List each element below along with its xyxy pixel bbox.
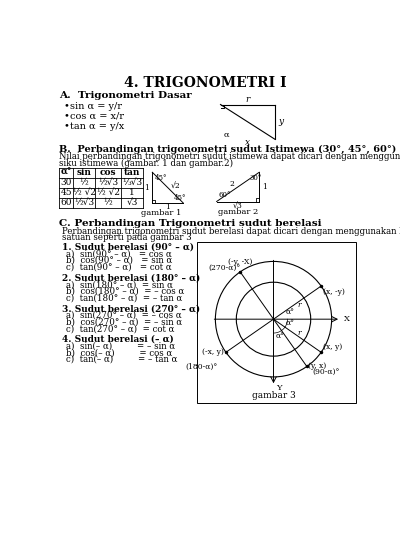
Text: (-x, y): (-x, y) [202, 348, 224, 356]
Text: gambar 2: gambar 2 [218, 207, 258, 216]
Text: 1: 1 [144, 184, 149, 191]
Text: 60: 60 [60, 198, 72, 207]
Text: ½ √2: ½ √2 [97, 188, 120, 197]
Text: (-y, -X): (-y, -X) [228, 258, 252, 266]
Text: x: x [245, 138, 250, 147]
Text: A.  Trigonometri Dasar: A. Trigonometri Dasar [59, 91, 192, 100]
Text: √3: √3 [233, 201, 243, 210]
Text: •: • [64, 102, 70, 111]
Text: 3. Sudut berelasi (270° – α): 3. Sudut berelasi (270° – α) [62, 304, 200, 313]
Text: ½: ½ [80, 178, 88, 187]
Text: 1: 1 [262, 183, 267, 191]
Text: 1: 1 [165, 203, 170, 211]
Text: (180-α)°: (180-α)° [186, 363, 218, 371]
Text: (90-α)°: (90-α)° [312, 367, 339, 376]
Text: Nilai perbandingan trigonometri sudut istimewa dapat dicari dengan menggunakan s: Nilai perbandingan trigonometri sudut is… [59, 152, 400, 161]
Text: b)  cos(– α)         = cos α: b) cos(– α) = cos α [66, 348, 172, 358]
Text: (x, y): (x, y) [323, 343, 342, 351]
Text: 45°: 45° [155, 174, 167, 183]
Text: B.  Perbandingan trigonometri sudut Istimewa (30°, 45°, 60°): B. Perbandingan trigonometri sudut Istim… [59, 145, 396, 154]
Text: y: y [278, 117, 283, 126]
Text: 2. Sudut berelasi (180° – α): 2. Sudut berelasi (180° – α) [62, 273, 201, 282]
Text: 45°: 45° [174, 195, 186, 202]
Text: C. Perbandingan Trigonometri sudut berelasi: C. Perbandingan Trigonometri sudut berel… [59, 219, 322, 228]
Text: 2: 2 [229, 180, 234, 188]
Text: c)  tan(90° – α)   = cot α: c) tan(90° – α) = cot α [66, 262, 171, 272]
Text: ½ √2: ½ √2 [73, 188, 96, 197]
Text: b)  cos(90° – α)   = sin α: b) cos(90° – α) = sin α [66, 256, 172, 265]
Bar [197, 241, 356, 403]
Text: a)  sin(180° – α)  = sin α: a) sin(180° – α) = sin α [66, 280, 172, 289]
Text: Y: Y [276, 384, 282, 393]
Text: α°: α° [286, 319, 295, 327]
Text: r: r [297, 329, 301, 338]
Text: tan: tan [124, 168, 140, 177]
Text: r: r [246, 95, 250, 103]
Text: gambar 3: gambar 3 [252, 391, 295, 400]
Text: cos α = x/r: cos α = x/r [70, 112, 124, 120]
Text: c)  tan(270° – α)  = cot α: c) tan(270° – α) = cot α [66, 324, 174, 333]
Text: α°: α° [60, 168, 72, 177]
Text: cos: cos [100, 168, 116, 177]
Text: ⅓√3: ⅓√3 [122, 178, 142, 187]
Text: c)  tan(180° – α)  = – tan α: c) tan(180° – α) = – tan α [66, 293, 182, 303]
Text: sin: sin [77, 168, 92, 177]
Text: (y, x): (y, x) [308, 362, 327, 371]
Text: α: α [224, 131, 229, 139]
Text: X: X [344, 315, 350, 323]
Text: 60°: 60° [219, 191, 232, 199]
Text: α°: α° [275, 332, 284, 340]
Text: a)  sin(90° – α)   = cos α: a) sin(90° – α) = cos α [66, 249, 171, 258]
Text: tan α = y/x: tan α = y/x [70, 122, 124, 130]
Text: 4. TRIGONOMETRI I: 4. TRIGONOMETRI I [124, 76, 286, 90]
Text: 1. Sudut berelasi (90° – α): 1. Sudut berelasi (90° – α) [62, 243, 194, 251]
Text: 45: 45 [60, 188, 72, 197]
Text: ½: ½ [104, 198, 112, 207]
Text: 1: 1 [129, 188, 135, 197]
Text: gambar 1: gambar 1 [142, 209, 182, 217]
Text: (x, -y): (x, -y) [323, 288, 344, 295]
Text: a)  sin(– α)         = – sin α: a) sin(– α) = – sin α [66, 342, 175, 351]
Text: √3: √3 [126, 198, 138, 207]
Text: b)  cos(270° – α)  = – sin α: b) cos(270° – α) = – sin α [66, 317, 182, 327]
Text: siku istimewa (gambar. 1 dan gambar.2): siku istimewa (gambar. 1 dan gambar.2) [59, 158, 234, 168]
Text: Perbandingan trigonometri sudut berelasi dapat dicari dengan menggunakan bantuan: Perbandingan trigonometri sudut berelasi… [62, 227, 400, 236]
Text: c)  tan(– α)         = – tan α: c) tan(– α) = – tan α [66, 355, 177, 364]
Text: r: r [297, 301, 301, 309]
Text: •: • [64, 122, 70, 130]
Text: 4. Sudut berelasi (– α): 4. Sudut berelasi (– α) [62, 335, 174, 344]
Text: ½√3: ½√3 [74, 198, 94, 207]
Text: a)  sin(270° – α)  = – cos α: a) sin(270° – α) = – cos α [66, 311, 181, 320]
Text: ½√3: ½√3 [98, 178, 118, 187]
Text: 30: 30 [60, 178, 72, 187]
Text: sin α = y/r: sin α = y/r [70, 102, 122, 111]
Text: 30°: 30° [250, 174, 262, 183]
Text: •: • [64, 112, 70, 120]
Text: α°: α° [286, 307, 295, 316]
Text: b)  cos(180° – α)  = – cos α: b) cos(180° – α) = – cos α [66, 287, 184, 296]
Text: √2: √2 [171, 182, 181, 190]
Text: satuan seperti pada gambar 3: satuan seperti pada gambar 3 [62, 233, 192, 242]
Text: (270-α)°: (270-α)° [208, 264, 241, 272]
